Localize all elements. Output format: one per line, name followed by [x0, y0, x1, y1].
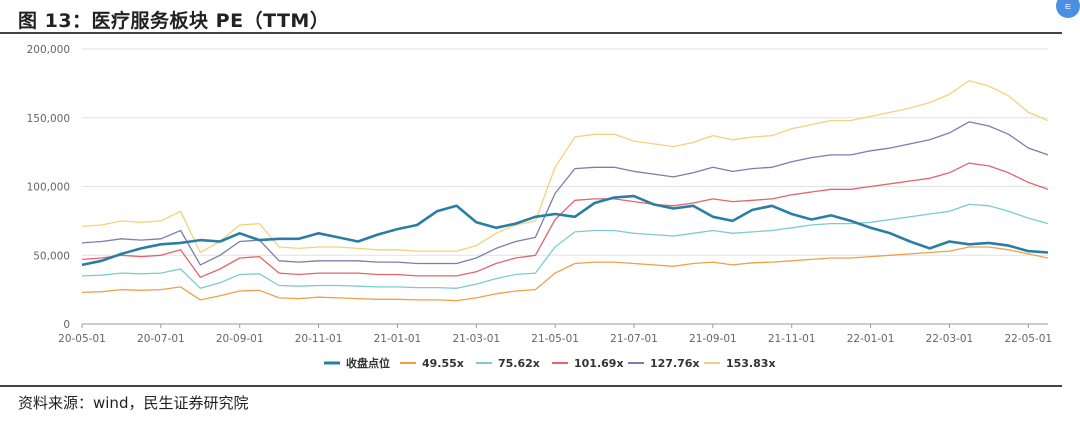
- x-tick-label: 20-07-01: [137, 333, 185, 345]
- x-tick-label: 21-01-01: [374, 333, 422, 345]
- series-lines: [81, 79, 1049, 302]
- source-note: 资料来源：wind，民生证券研究院: [18, 394, 249, 412]
- x-tick-label: 22-01-01: [847, 333, 895, 345]
- x-tick-label: 20-09-01: [216, 333, 264, 345]
- x-tick-label: 21-05-01: [531, 333, 579, 345]
- x-tick-label: 21-07-01: [610, 333, 658, 345]
- series-line-0: [81, 194, 1049, 267]
- top-divider: [0, 32, 1062, 34]
- y-tick-label: 200,000: [27, 44, 70, 56]
- legend-label: 101.69x: [574, 357, 624, 370]
- x-tick-label: 21-11-01: [768, 333, 816, 345]
- grid-lines: [82, 48, 1048, 325]
- legend-label: 49.55x: [422, 357, 464, 370]
- x-tick-label: 21-03-01: [452, 333, 500, 345]
- legend: 收盘点位 49.55x 75.62x 101.69x 127.76x 153.83x: [324, 356, 776, 370]
- series-line-2: [81, 203, 1049, 289]
- y-tick-label: 0: [63, 319, 70, 331]
- x-tick-label: 20-11-01: [295, 333, 343, 345]
- series-line-3: [81, 162, 1049, 278]
- legend-label: 127.76x: [650, 357, 700, 370]
- series-line-5: [81, 79, 1049, 254]
- series-line-4: [81, 121, 1049, 266]
- legend-label: 153.83x: [726, 357, 776, 370]
- series-line-1: [81, 246, 1049, 302]
- y-tick-label: 100,000: [27, 182, 70, 194]
- x-axis-ticks: 20-05-01 20-07-01 20-09-01 20-11-01 21-01-01…: [58, 324, 1052, 345]
- legend-label: 收盘点位: [346, 356, 390, 370]
- x-tick-label: 22-03-01: [926, 333, 974, 345]
- chart-title: 图 13：医疗服务板块 PE（TTM）: [18, 10, 330, 32]
- legend-label: 75.62x: [498, 357, 540, 370]
- corner-badge[interactable]: ㅌ: [1056, 0, 1080, 18]
- y-tick-label: 50,000: [33, 250, 70, 262]
- bottom-divider: [0, 385, 1062, 387]
- y-tick-label: 150,000: [27, 113, 70, 125]
- x-tick-label: 20-05-01: [58, 333, 106, 345]
- x-tick-label: 21-09-01: [689, 333, 737, 345]
- x-tick-label: 22-05-01: [1004, 333, 1052, 345]
- y-axis-ticks: 0 50,000 100,000 150,000 200,000: [27, 44, 70, 331]
